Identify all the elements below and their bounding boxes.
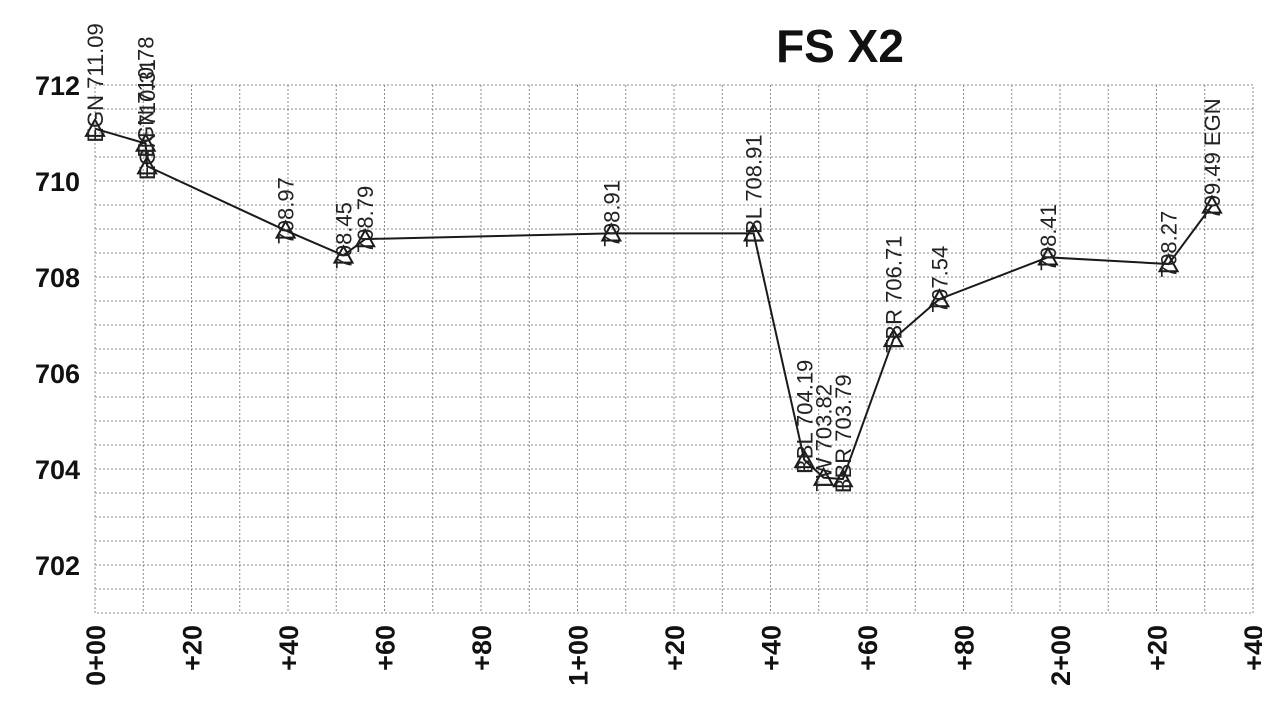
data-point-marker [134, 132, 157, 152]
data-point-label: 708.27 [1157, 211, 1182, 278]
data-point-marker [928, 288, 951, 308]
data-point-marker [882, 327, 905, 348]
data-point-label: BBL 704.19 [792, 360, 817, 474]
data-point-marker [332, 244, 355, 264]
x-tick-label: +40 [757, 625, 787, 671]
data-point-label: TW 703.82 [812, 384, 837, 492]
y-axis: 702 704 706 708 710 712 [35, 71, 80, 581]
data-point-marker [136, 155, 158, 175]
x-tick-label: +20 [660, 625, 690, 671]
data-point-marker [832, 468, 854, 488]
data-point-label: 708.41 [1036, 204, 1061, 271]
y-tick-label: 706 [35, 359, 80, 389]
grid [94, 84, 1254, 614]
data-point-label: TBR 706.71 [882, 236, 907, 353]
data-point-marker [742, 222, 765, 242]
data-point-label: BBR 703.79 [831, 374, 856, 493]
x-tick-label: +20 [178, 625, 208, 671]
data-point-marker [1201, 194, 1223, 214]
data-point-marker [84, 117, 106, 137]
data-point-label: 707.54 [927, 246, 952, 313]
x-tick-label: 1+00 [564, 625, 594, 686]
x-tick-label: 2+00 [1046, 625, 1076, 686]
data-point-marker [812, 466, 835, 486]
chart-title: FS X2 [776, 20, 904, 72]
y-tick-label: 704 [35, 455, 80, 485]
data-point-marker [1037, 246, 1059, 266]
data-point-marker [274, 219, 297, 239]
y-tick-label: 708 [35, 263, 80, 293]
x-tick-label: +80 [467, 625, 497, 671]
x-tick-label: +40 [274, 625, 304, 671]
data-point-label: EGN 711.09 [83, 23, 108, 142]
data-point-marker [600, 222, 622, 242]
x-tick-label: +60 [371, 625, 401, 671]
x-axis: 0+00 +20 +40 +60 +80 1+00 +20 +40 +60 +80 2+00 +20 +… [81, 625, 1262, 686]
data-point-label: EGN 710.78 [134, 36, 159, 157]
data-point-label: TBL 708.91 [742, 134, 767, 247]
x-tick-label: +40 [1239, 625, 1262, 671]
data-point-label: 708.97 [274, 177, 299, 244]
data-point-marker [1157, 252, 1180, 273]
data-point-label: 708.79 [353, 186, 378, 253]
x-tick-label: 0+00 [81, 625, 111, 686]
y-tick-label: 702 [35, 551, 80, 581]
x-tick-label: +20 [1143, 625, 1173, 671]
data-point-marker [793, 448, 815, 469]
data-point-label: 709.49 EGN [1200, 98, 1225, 219]
x-tick-label: +60 [853, 625, 883, 671]
data-point-label: EGN 710.31 [135, 59, 160, 180]
y-tick-label: 710 [35, 167, 80, 197]
data-point-marker [354, 228, 376, 248]
data-point-label: 708.91 [599, 180, 624, 247]
x-tick-label: +80 [950, 625, 980, 671]
y-tick-label: 712 [35, 71, 80, 101]
data-point-label: 708.45 [331, 202, 356, 269]
series-ground-profile [84, 117, 1223, 488]
series-line [94, 127, 1213, 481]
